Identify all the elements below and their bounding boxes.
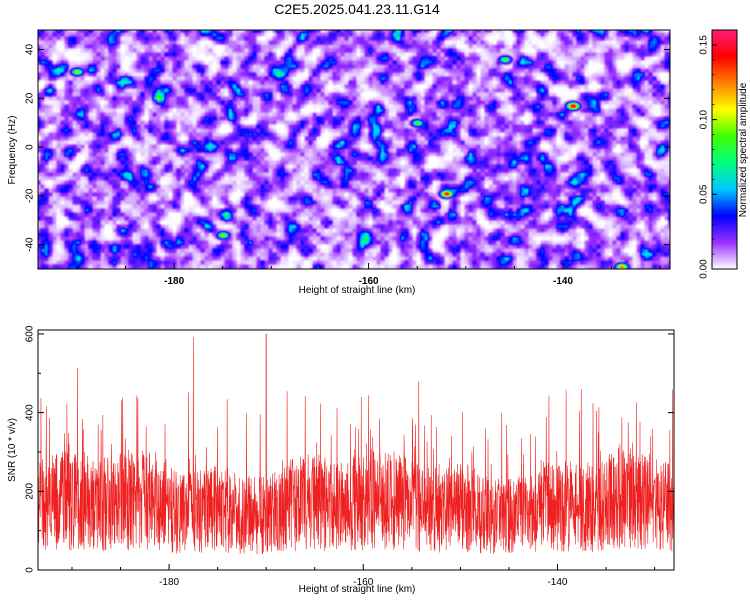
heatmap-y-tick-label: -20 (25, 188, 36, 203)
heatmap-y-tick-label: 0 (25, 144, 36, 150)
colorbar-gradient (712, 30, 737, 269)
colorbar-tick-label: 0.00 (699, 259, 710, 279)
heatmap-panel: -40 -20 0 20 40 -180 -160 -140 Height of strai… (7, 29, 671, 296)
heatmap-y-label: Frequency (Hz) (7, 116, 18, 185)
heatmap-x-axis: -180 -160 -140 (76, 263, 661, 287)
heatmap-y-tick-label: 40 (25, 44, 36, 56)
heatmap-frame (37, 29, 671, 270)
figure-title: C2E5.2025.041.23.11.G14 (274, 1, 440, 17)
snr-y-axis: 0 200 400 600 (25, 325, 674, 573)
snr-y-tick-label: 600 (25, 325, 36, 342)
colorbar-tick-label: 0.10 (699, 109, 710, 129)
heatmap-y-tick-label: 20 (25, 92, 36, 104)
heatmap-y-tick-label: -40 (25, 237, 36, 252)
snr-x-tick-label: -180 (159, 577, 179, 588)
snr-y-label: SNR (10 * v/v) (7, 418, 18, 482)
snr-x-axis: -180 -160 -140 (71, 564, 656, 588)
colorbar-tick-label: 0.05 (699, 184, 710, 204)
snr-x-tick-label: -160 (353, 577, 373, 588)
heatmap-image (38, 30, 670, 269)
snr-frame (37, 329, 675, 571)
heatmap-x-tick-label: -140 (553, 276, 573, 287)
snr-y-tick-label: 200 (25, 483, 36, 500)
colorbar-axis: 0.00 0.05 0.10 0.15 (699, 29, 717, 279)
snr-series-line (38, 333, 674, 555)
colorbar-tick-label: 0.15 (699, 35, 710, 55)
snr-panel: 0 200 400 600 -180 -160 -140 Height of straig… (7, 325, 675, 595)
heatmap-x-label: Height of straight line (km) (299, 285, 416, 296)
heatmap-x-tick-label: -180 (164, 276, 184, 287)
heatmap-x-tick-label: -160 (359, 276, 379, 287)
snr-y-tick-label: 400 (25, 404, 36, 421)
heatmap-y-axis: -40 -20 0 20 40 (25, 44, 670, 252)
snr-x-tick-label: -140 (547, 577, 567, 588)
snr-x-label: Height of straight line (km) (299, 584, 416, 595)
colorbar-label: Normalized spectral amplitude (738, 82, 749, 217)
snr-y-tick-label: 0 (25, 567, 36, 573)
colorbar: 0.00 0.05 0.10 0.15 Normalized spectral amp… (699, 29, 749, 279)
